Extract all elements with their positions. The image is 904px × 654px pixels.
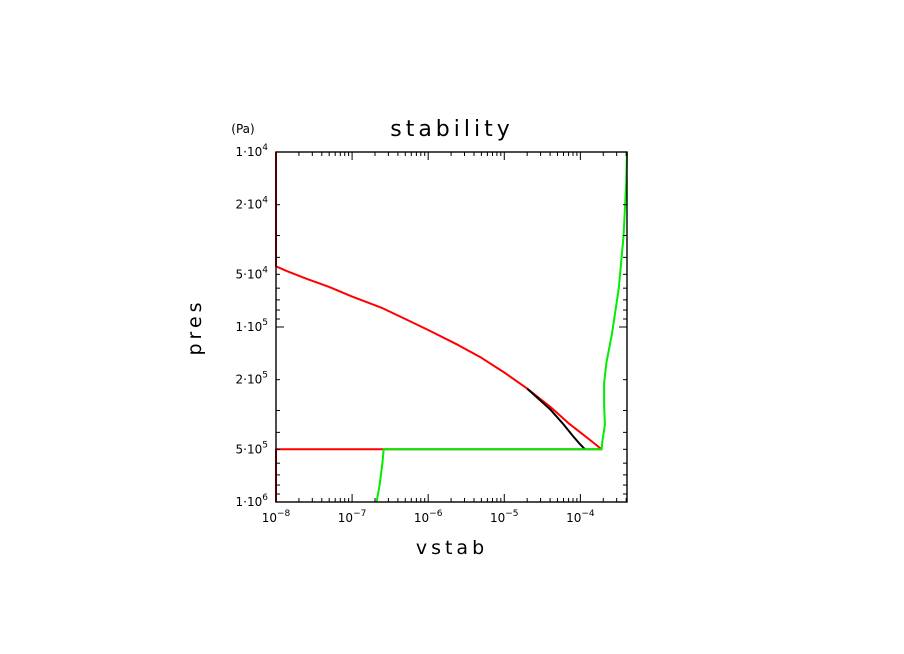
y-tick-labels: 1·104 2·104 5·104 1·105 2·105 5·105 1·106 [236,143,269,509]
y-tick-label: 5·105 [236,440,268,456]
x-axis-label: vstab [416,537,488,559]
y-tick-label: 1·105 [236,318,268,334]
plot-frame [275,151,628,503]
y-axis-unit: (Pa) [231,122,254,136]
y-tick-label: 1·106 [236,493,269,509]
series-line-0 [275,152,603,502]
y-tick-label: 5·104 [236,265,269,281]
y-tick-label: 2·105 [236,371,268,387]
series-layer [275,151,628,503]
x-tick-label: 10−5 [490,509,519,525]
chart-title: stability [390,117,514,142]
y-axis-label: pres [184,298,206,355]
x-tick-label: 10−7 [338,509,367,525]
y-tick-label: 2·104 [236,196,269,212]
x-tick-label: 10−4 [566,509,595,525]
x-tick-labels: 10−8 10−7 10−6 10−5 10−4 [262,509,595,525]
x-tick-label: 10−8 [262,509,291,525]
series-line-1 [526,387,586,450]
series-line-2 [375,151,628,503]
y-tick-label: 1·104 [236,143,269,159]
x-tick-label: 10−6 [414,509,443,525]
